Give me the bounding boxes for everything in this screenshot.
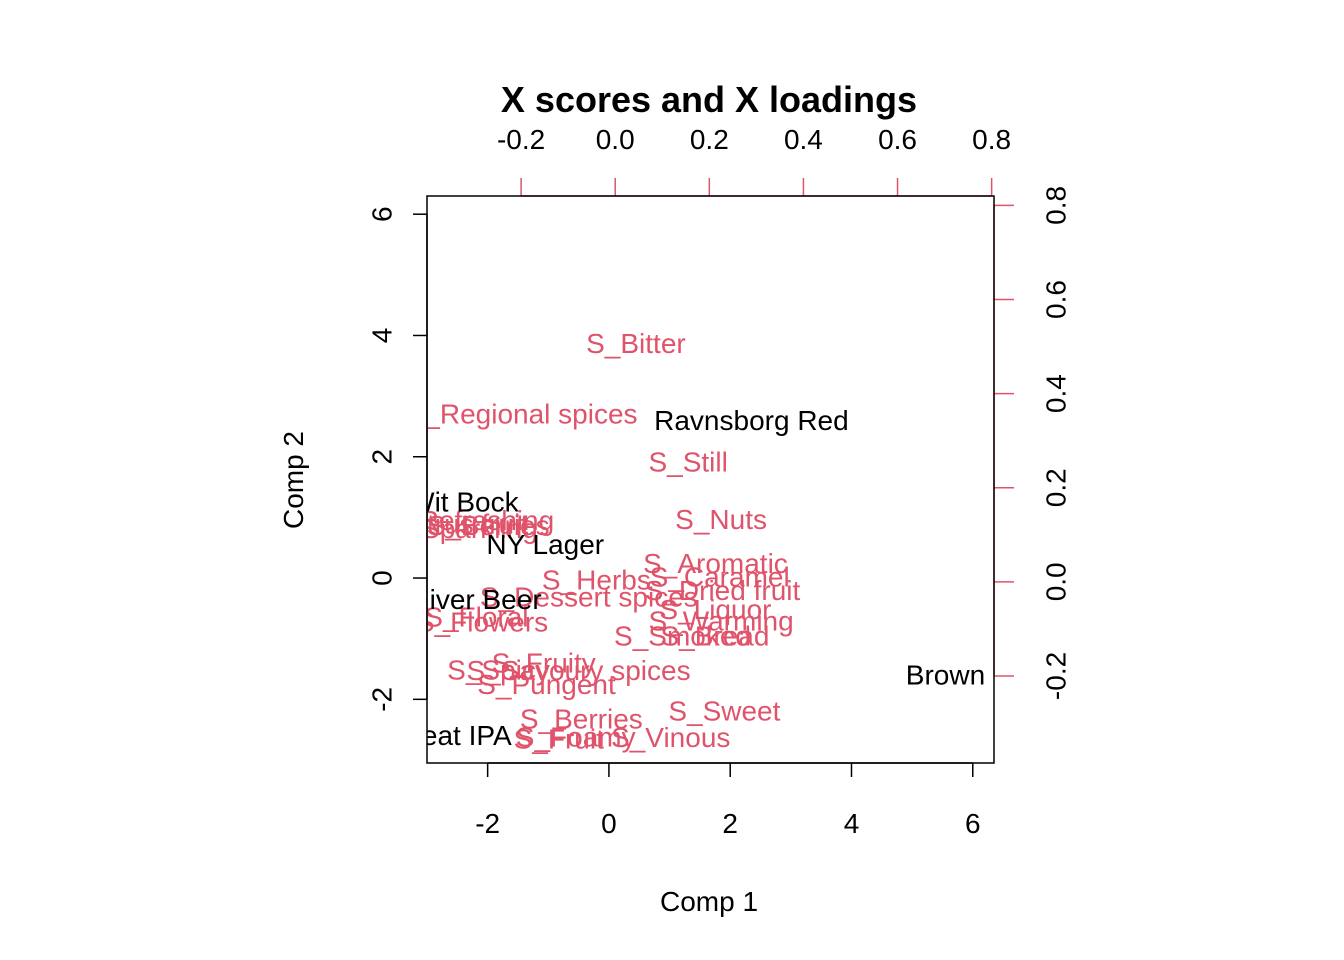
loading-label-s-nuts: S_Nuts xyxy=(675,504,767,535)
x-axis-label: Comp 1 xyxy=(660,886,758,917)
chart-title: X scores and X loadings xyxy=(501,79,917,120)
right-axis-tick-label: 0.0 xyxy=(1041,562,1072,601)
left-score-axis: -2 0 2 4 6 xyxy=(367,206,428,712)
loading-label-s-bread: S_Bread xyxy=(660,620,769,651)
top-axis-tick-label: 0.6 xyxy=(878,124,917,155)
loading-label-s-dried-fruit: S_Dried fruit xyxy=(645,575,801,606)
loading-label-s-aromatic: S_Aromatic xyxy=(643,548,788,579)
score-label-river-beer: River Beer xyxy=(409,584,541,615)
score-label-ravnsborg-red: Ravnsborg Red xyxy=(654,405,849,436)
right-axis-tick-label: -0.2 xyxy=(1041,652,1072,700)
left-axis-tick-label: 0 xyxy=(367,570,398,586)
loading-label-s-bitter: S_Bitter xyxy=(586,328,686,359)
top-axis-tick-label: 0.2 xyxy=(690,124,729,155)
left-axis-tick-label: 2 xyxy=(367,449,398,465)
plot-points: S_Bitter S_Regional spices S_Still S_Nuts S_… xyxy=(366,328,985,755)
loading-label-s-berries: S_Berries xyxy=(520,704,643,735)
loading-label-s-fruit: S_Fruit xyxy=(514,724,604,755)
loading-label-s-sparkling: S_Sparkling xyxy=(387,513,538,544)
loading-label-s-regional-spices: S_Regional spices xyxy=(406,398,638,429)
loading-label-s-herbs: S_Herbs xyxy=(542,564,651,595)
bottom-axis-tick-label: 0 xyxy=(601,808,617,839)
loading-label-s-fruity: S_Fruity xyxy=(492,647,596,678)
top-axis-tick-label: 0.8 xyxy=(972,124,1011,155)
loading-label-s-savoury-spices: S_Savoury spices xyxy=(466,655,690,686)
bottom-axis-tick-label: 6 xyxy=(965,808,981,839)
right-loading-axis: -0.2 0.0 0.2 0.4 0.6 0.8 xyxy=(993,186,1072,700)
loading-label-s-smoked: S_Smoked xyxy=(614,620,751,651)
loading-label-s-vinous: S_Vinous xyxy=(611,722,730,753)
y-axis-label: Comp 2 xyxy=(278,431,309,529)
top-axis-tick-label: -0.2 xyxy=(497,124,545,155)
loading-label-s-dessert-spices: S_Dessert spices xyxy=(480,581,698,612)
top-axis-tick-label: 0.0 xyxy=(596,124,635,155)
score-label-ny-lager: NY Lager xyxy=(486,529,604,560)
bottom-axis-tick-label: -2 xyxy=(475,808,500,839)
bottom-axis-tick-label: 4 xyxy=(844,808,860,839)
score-label-great-ipa: Great IPA xyxy=(391,720,512,751)
score-label-brown: Brown xyxy=(906,660,985,691)
loading-label-s-refreshing: S_Refreshing xyxy=(385,505,555,536)
loading-label-s-spicy: S_Spicy xyxy=(447,654,550,685)
loading-label-s-foamy: S_Foamy xyxy=(516,722,636,753)
loading-label-s-pungent: S_Pungent xyxy=(477,669,616,700)
right-axis-tick-label: 0.6 xyxy=(1041,280,1072,319)
bottom-axis-tick-label: 2 xyxy=(722,808,738,839)
loading-label-s-berries: S_Berries xyxy=(427,510,550,541)
loading-label-s-caramel: S_Caramel xyxy=(650,562,790,593)
loading-label-s-warming: S_Warming xyxy=(648,605,793,636)
right-axis-tick-label: 0.8 xyxy=(1041,186,1072,225)
loading-label-s-citrus-fruit: S_Citrus fruit xyxy=(366,508,528,539)
left-axis-tick-label: -2 xyxy=(367,687,398,712)
left-axis-tick-label: 6 xyxy=(367,206,398,222)
right-axis-tick-label: 0.4 xyxy=(1041,374,1072,413)
loading-label-s-flowers: S_Flowers xyxy=(416,606,548,637)
top-loading-axis: -0.2 0.0 0.2 0.4 0.6 0.8 xyxy=(497,124,1011,197)
loading-label-s-still: S_Still xyxy=(648,446,727,477)
loading-label-s-liquor: S_Liquor xyxy=(659,594,771,625)
left-axis-tick-label: 4 xyxy=(367,328,398,344)
score-label-wit-bock: Wit Bock xyxy=(408,487,519,518)
loading-label-s-floral: S_Floral xyxy=(424,602,528,633)
plot-frame xyxy=(426,195,995,764)
top-axis-tick-label: 0.4 xyxy=(784,124,823,155)
loading-label-s-sweet: S_Sweet xyxy=(668,695,780,726)
right-axis-tick-label: 0.2 xyxy=(1041,468,1072,507)
bottom-score-axis: -2 0 2 4 6 xyxy=(475,762,981,839)
